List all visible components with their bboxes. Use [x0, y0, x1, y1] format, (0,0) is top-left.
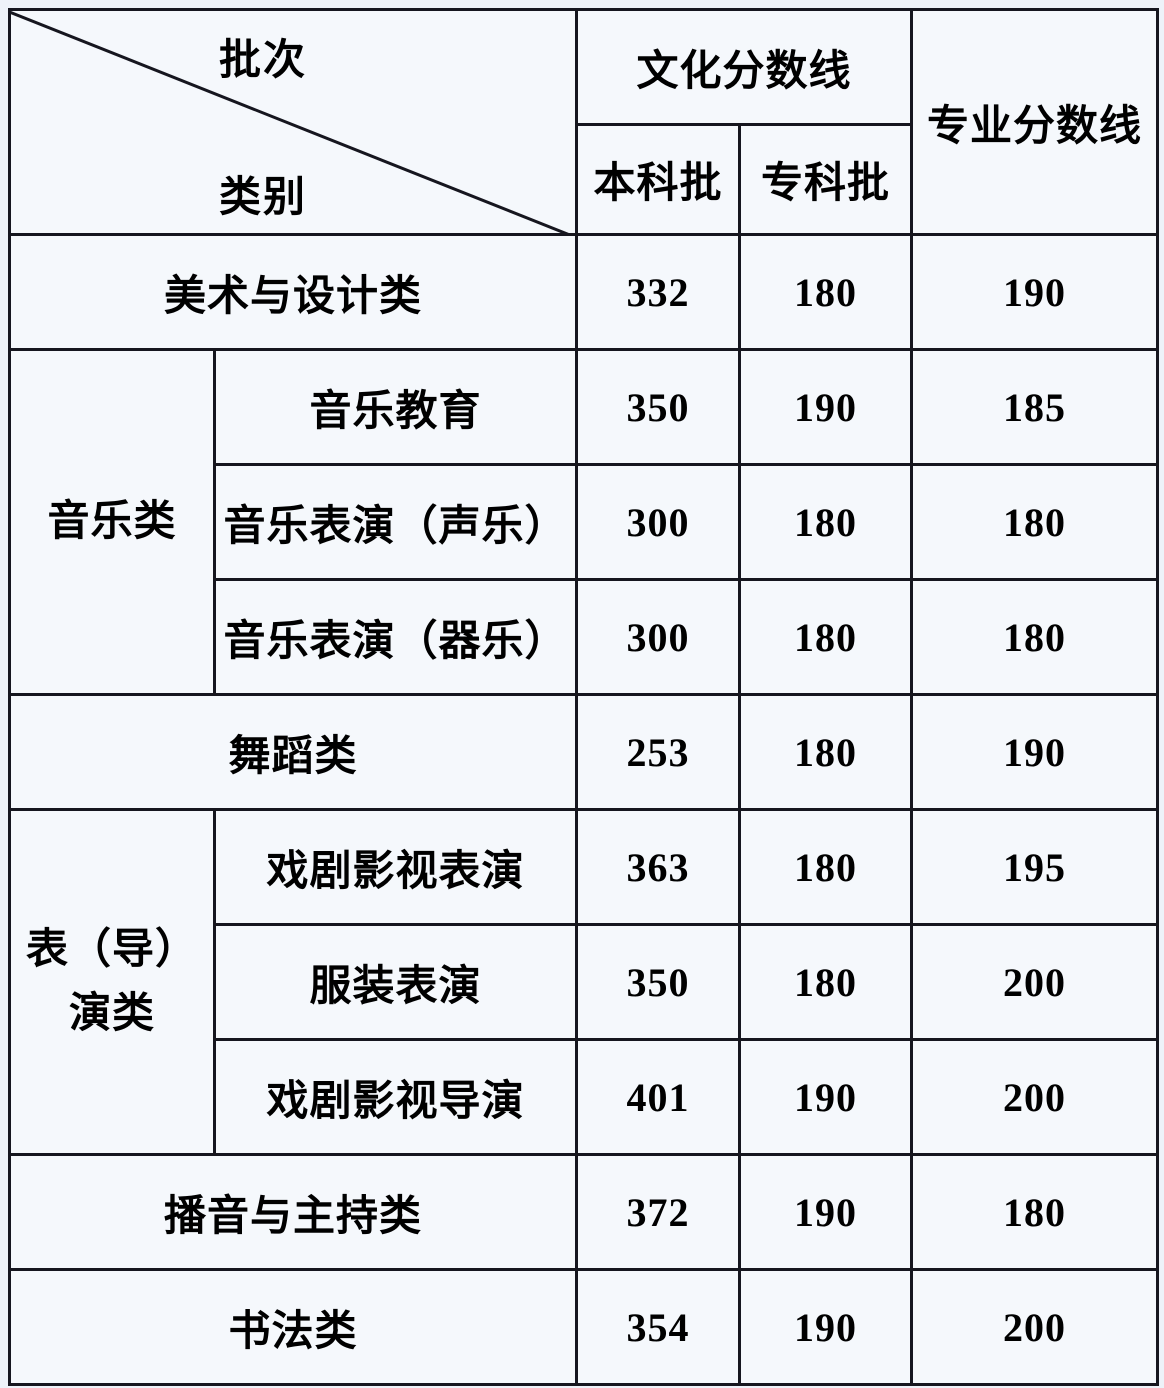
group-label-cell-performance: 表（导） 演类	[8, 808, 216, 1156]
junior-college-score-cell: 190	[738, 1153, 913, 1271]
table-row: 服装表演 350 180 200	[10, 923, 1159, 1041]
table-row: 音乐表演（器乐） 300 180 180	[10, 578, 1159, 696]
row-label-cell: 戏剧影视导演	[213, 1038, 578, 1156]
row-label-cell: 舞蹈类	[8, 693, 578, 811]
header-junior-college-batch: 专科批	[738, 123, 913, 236]
professional-score-cell: 190	[910, 693, 1159, 811]
header-batch-label: 批次	[218, 38, 307, 84]
undergraduate-score-cell: 372	[575, 1153, 741, 1271]
junior-college-score-cell: 190	[738, 348, 913, 466]
row-label-cell: 书法类	[8, 1268, 578, 1386]
row-label-cell: 服装表演	[213, 923, 578, 1041]
undergraduate-score-cell: 350	[575, 923, 741, 1041]
row-label-cell: 播音与主持类	[8, 1153, 578, 1271]
junior-college-score-cell: 180	[738, 808, 913, 926]
header-culture-score-line: 文化分数线	[575, 8, 913, 126]
table-row: 书法类 354 190 200	[8, 1268, 1159, 1386]
table-row: 戏剧影视导演 401 190 200	[10, 1038, 1159, 1156]
undergraduate-score-cell: 363	[575, 808, 741, 926]
professional-score-cell: 185	[910, 348, 1159, 466]
row-label-cell: 音乐教育	[213, 348, 578, 466]
undergraduate-score-cell: 253	[575, 693, 741, 811]
header-row-2: 本科批 专科批	[10, 123, 1158, 236]
professional-score-cell: 195	[910, 808, 1159, 926]
header-category-label: 类别	[218, 175, 307, 221]
junior-college-score-cell: 180	[738, 693, 913, 811]
score-cutoff-table: 批次 类别 文化分数线 专业分数线 本科批 专科批 美术与设计类 332 180…	[8, 8, 1159, 1386]
professional-score-cell: 180	[910, 463, 1159, 581]
group-label-line-2: 演类	[68, 991, 155, 1037]
junior-college-score-cell: 180	[738, 463, 913, 581]
professional-score-cell: 180	[910, 1153, 1159, 1271]
table-row: 音乐类 音乐教育 350 190 185	[8, 348, 1159, 696]
table-row: 美术与设计类 332 180 190	[8, 233, 1159, 351]
row-label-cell: 音乐表演（器乐）	[213, 578, 578, 696]
group-label-cell-music: 音乐类	[8, 348, 216, 696]
table-row: 表（导） 演类 戏剧影视表演 363 180 195	[8, 808, 1159, 1156]
junior-college-score-cell: 190	[738, 1038, 913, 1156]
header-undergraduate-batch: 本科批	[575, 123, 741, 236]
professional-score-cell: 200	[910, 1038, 1159, 1156]
table-row: 舞蹈类 253 180 190	[8, 693, 1159, 811]
professional-score-cell: 180	[910, 578, 1159, 696]
professional-score-cell: 190	[910, 233, 1159, 351]
professional-score-cell: 200	[910, 1268, 1159, 1386]
undergraduate-score-cell: 300	[575, 578, 741, 696]
junior-college-score-cell: 180	[738, 923, 913, 1041]
diagonal-header-cell: 批次 类别	[8, 8, 578, 236]
professional-score-cell: 200	[910, 923, 1159, 1041]
undergraduate-score-cell: 332	[575, 233, 741, 351]
junior-college-score-cell: 190	[738, 1268, 913, 1386]
table-row: 音乐表演（声乐） 300 180 180	[10, 463, 1159, 581]
header-professional-score-line: 专业分数线	[910, 8, 1159, 236]
group-label-line-1: 表（导）	[25, 927, 198, 973]
undergraduate-score-cell: 350	[575, 348, 741, 466]
junior-college-score-cell: 180	[738, 233, 913, 351]
undergraduate-score-cell: 401	[575, 1038, 741, 1156]
row-label-cell: 美术与设计类	[8, 233, 578, 351]
undergraduate-score-cell: 354	[575, 1268, 741, 1386]
table-row: 播音与主持类 372 190 180	[8, 1153, 1159, 1271]
header-row-1: 批次 类别 文化分数线 专业分数线	[8, 8, 1159, 236]
row-label-cell: 音乐表演（声乐）	[213, 463, 578, 581]
row-label-cell: 戏剧影视表演	[213, 808, 578, 926]
undergraduate-score-cell: 300	[575, 463, 741, 581]
junior-college-score-cell: 180	[738, 578, 913, 696]
